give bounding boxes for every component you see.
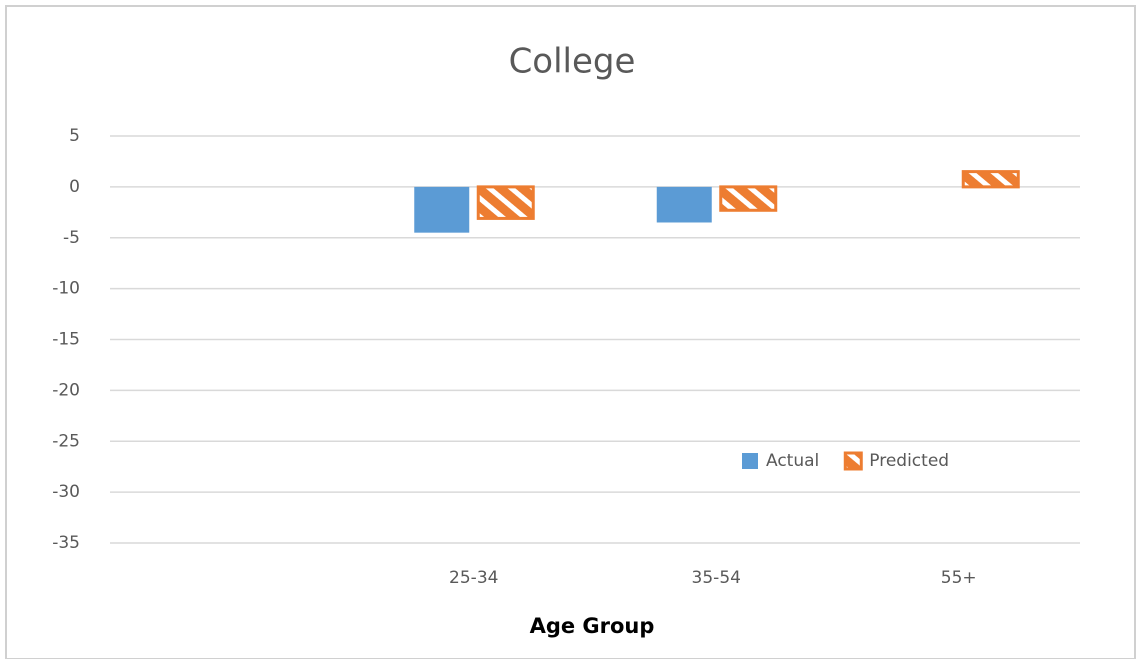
y-tick-label: -30 [52, 482, 80, 502]
x-tick-label: 35-54 [692, 568, 741, 588]
chart-frame [5, 5, 1136, 659]
bar [656, 186, 712, 223]
y-tick-label: -5 [63, 228, 80, 248]
bar [476, 185, 535, 220]
x-axis-title: Age Group [530, 614, 655, 638]
legend-label: Actual [766, 451, 819, 471]
bar [961, 170, 1020, 189]
x-tick-label: 25-34 [449, 568, 498, 588]
bar [719, 185, 778, 212]
bar [414, 186, 470, 233]
y-tick-label: -10 [52, 279, 80, 299]
y-tick-label: -15 [52, 330, 80, 350]
y-tick-label: 0 [69, 177, 80, 197]
y-tick-label: -25 [52, 431, 80, 451]
legend-swatch [843, 451, 863, 471]
y-tick-label: -35 [52, 533, 80, 553]
y-tick-label: -20 [52, 380, 80, 400]
chart-title: College [509, 42, 636, 82]
y-tick-label: 5 [69, 126, 80, 146]
legend-swatch [742, 453, 758, 469]
x-tick-label: 55+ [941, 568, 977, 588]
legend-label: Predicted [869, 451, 949, 471]
